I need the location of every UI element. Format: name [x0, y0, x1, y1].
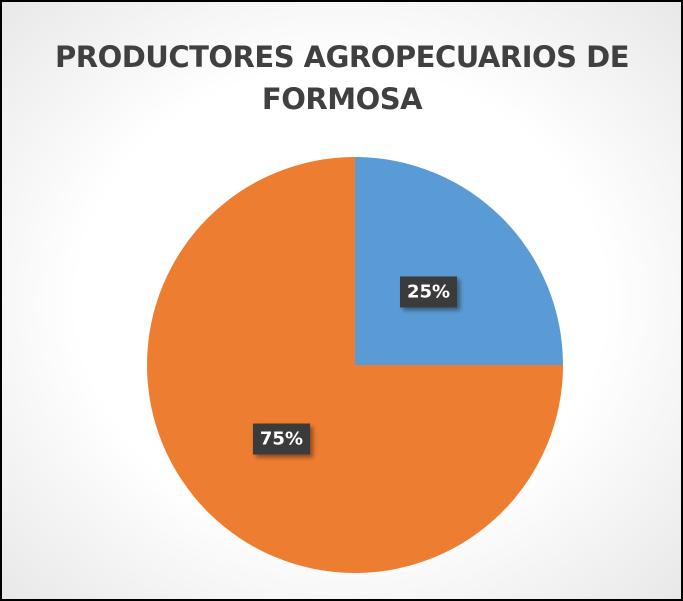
chart-title: PRODUCTORES AGROPECUARIOS DE FORMOSA [54, 40, 630, 116]
data-label-box [252, 423, 311, 455]
pie-slice [147, 157, 563, 573]
pie-slice [355, 157, 563, 365]
data-label: 25% [407, 281, 450, 302]
data-label-box [399, 276, 458, 308]
data-label: 75% [260, 429, 303, 450]
